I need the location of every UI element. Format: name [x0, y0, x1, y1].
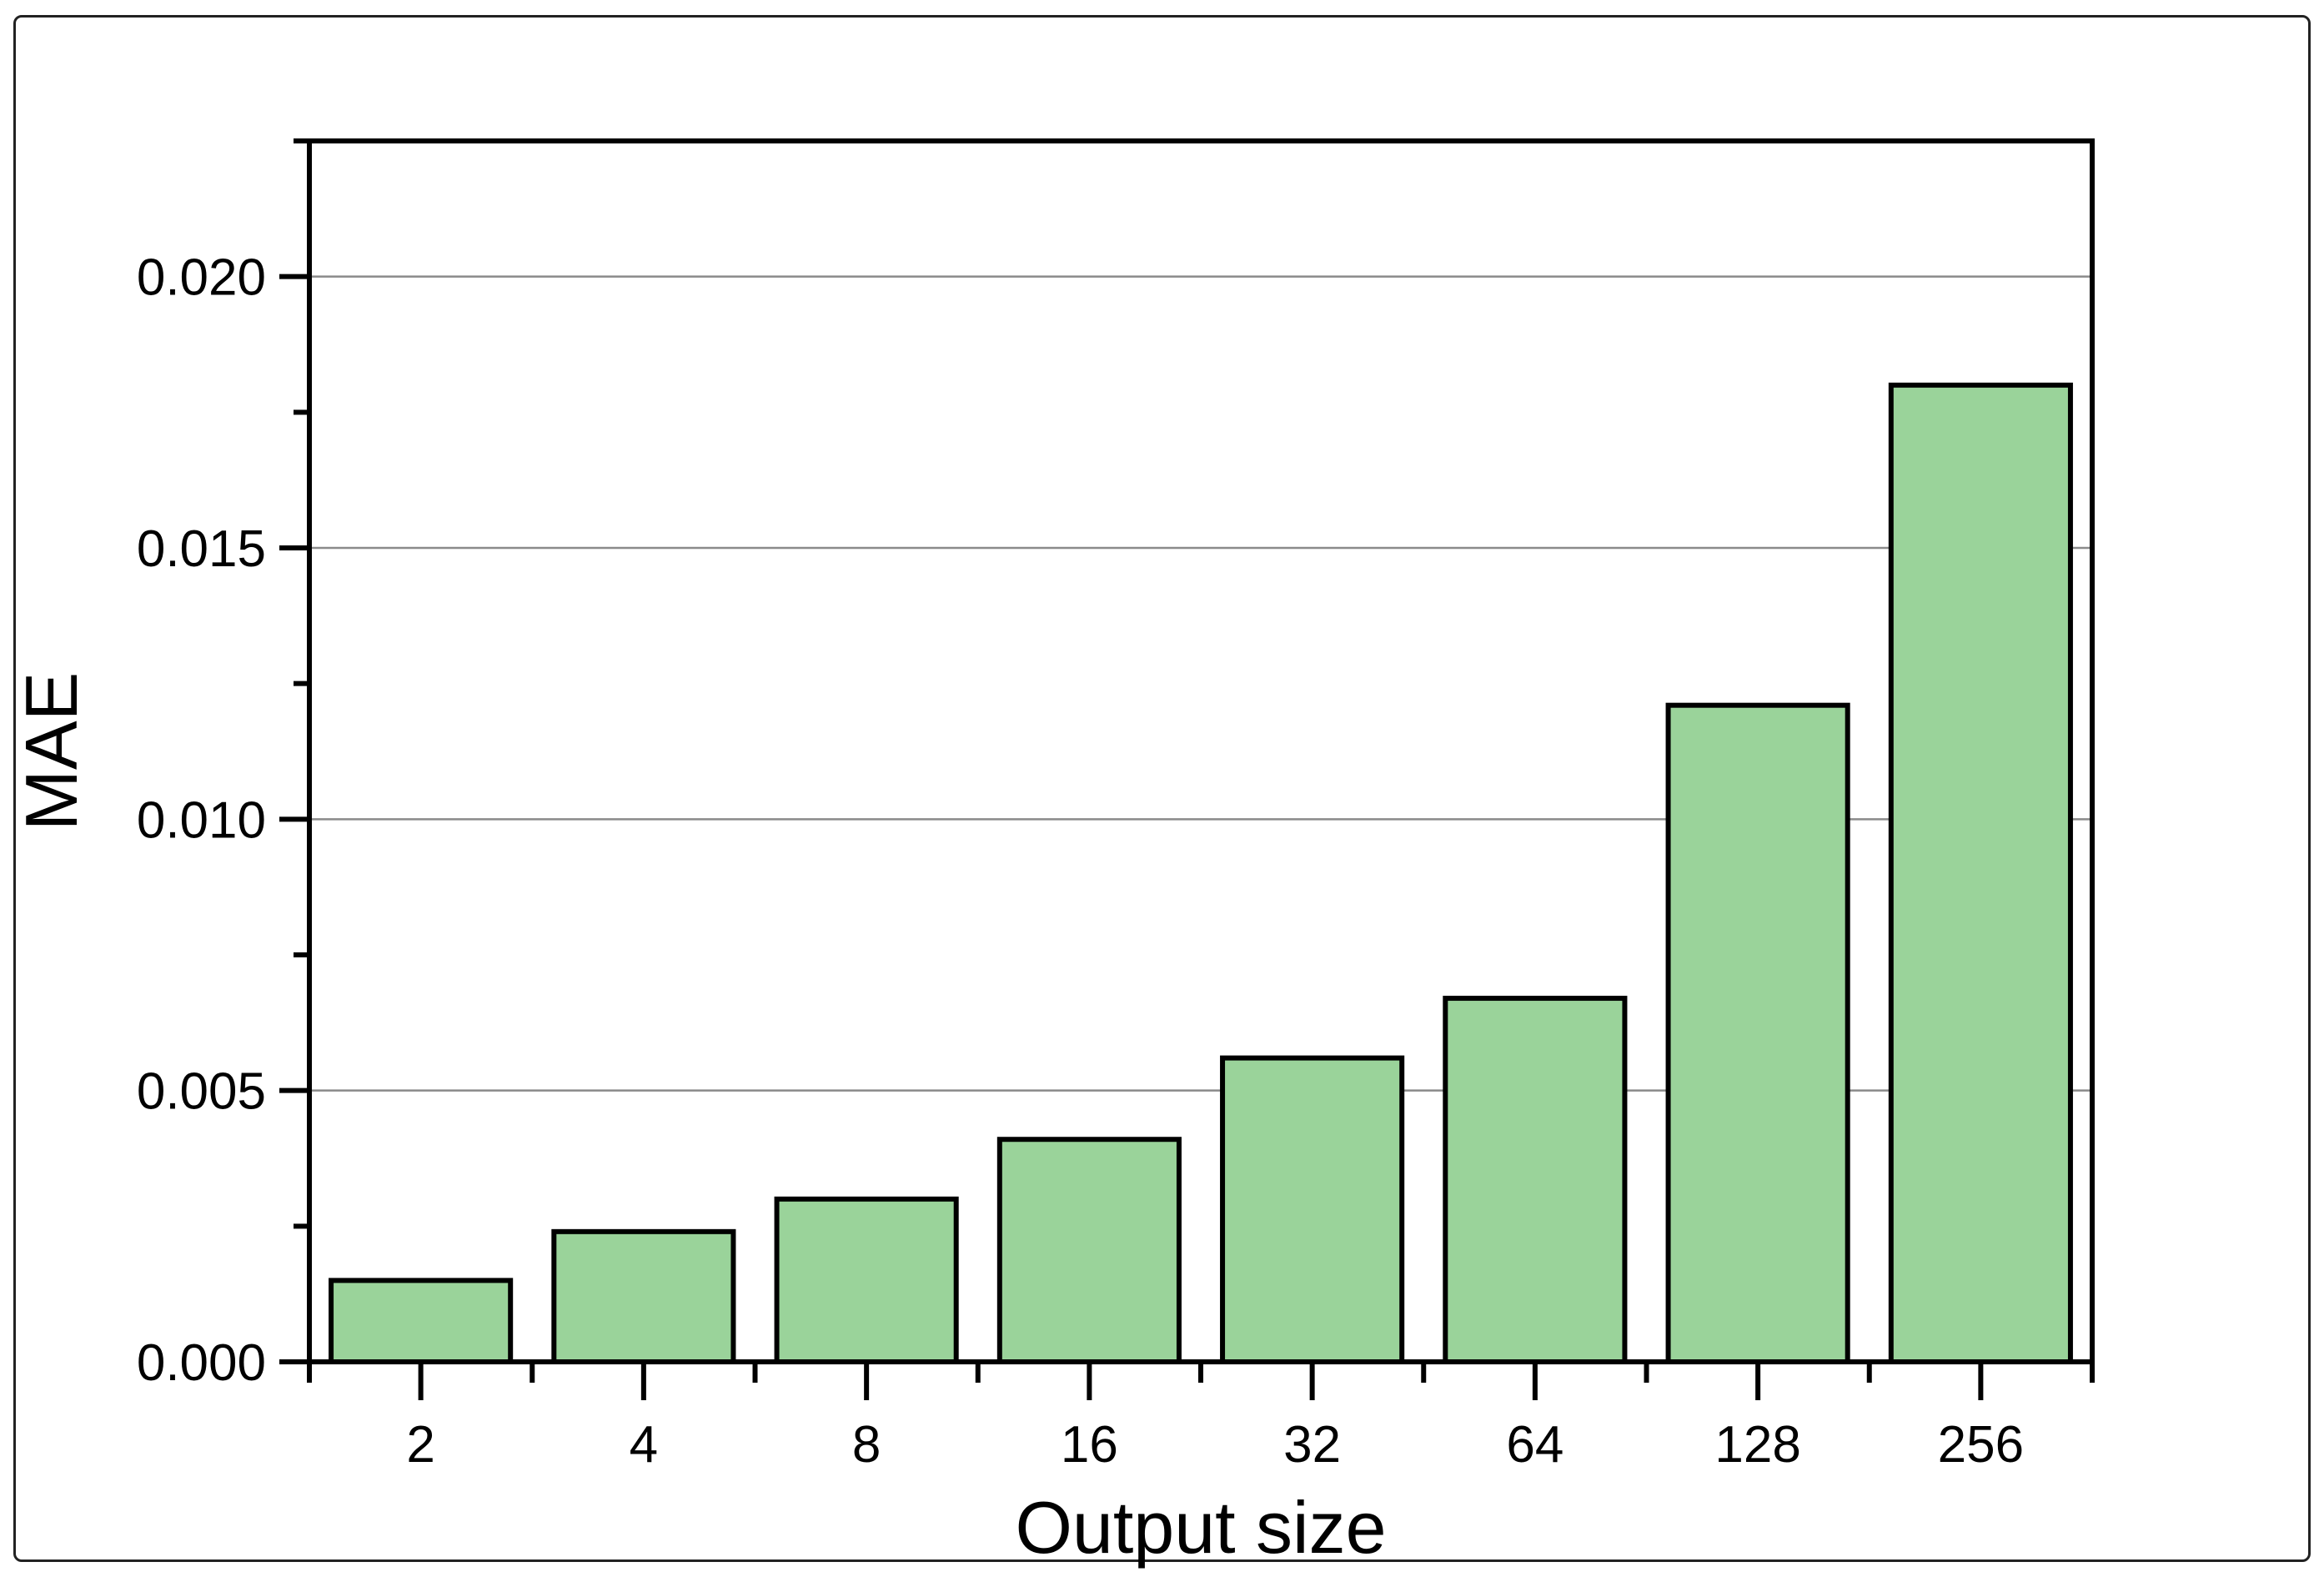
y-axis-title: MAE — [10, 672, 93, 831]
bar — [996, 1137, 1182, 1365]
x-tick-label: 32 — [1283, 1416, 1341, 1474]
y-tick-label: 0.015 — [137, 520, 266, 578]
x-tick-label: 128 — [1714, 1416, 1800, 1474]
bar — [551, 1228, 736, 1364]
x-tick-label: 8 — [852, 1416, 881, 1474]
bar — [1443, 996, 1628, 1364]
y-tick-label: 0.010 — [137, 791, 266, 849]
y-tick-label: 0.020 — [137, 249, 266, 307]
x-axis-title: Output size — [1015, 1486, 1386, 1569]
tick-label-layer: 0.000 0.005 0.010 0.015 0.020 2 4 8 16 32 64 128 256 — [137, 249, 2024, 1474]
bar — [1665, 702, 1850, 1364]
y-tick-label: 0.005 — [137, 1063, 266, 1121]
y-tick-label: 0.000 — [137, 1334, 266, 1392]
x-tick-label: 256 — [1938, 1416, 2024, 1474]
bar — [329, 1278, 514, 1365]
bar — [774, 1196, 959, 1365]
x-tick-label: 64 — [1506, 1416, 1564, 1474]
x-tick-label: 16 — [1061, 1416, 1118, 1474]
bar-layer — [329, 382, 2073, 1365]
bar — [1220, 1055, 1405, 1365]
x-tick-label: 2 — [406, 1416, 434, 1474]
tick-layer — [279, 138, 2095, 1400]
bar — [1888, 382, 2073, 1364]
x-tick-label: 4 — [630, 1416, 658, 1474]
